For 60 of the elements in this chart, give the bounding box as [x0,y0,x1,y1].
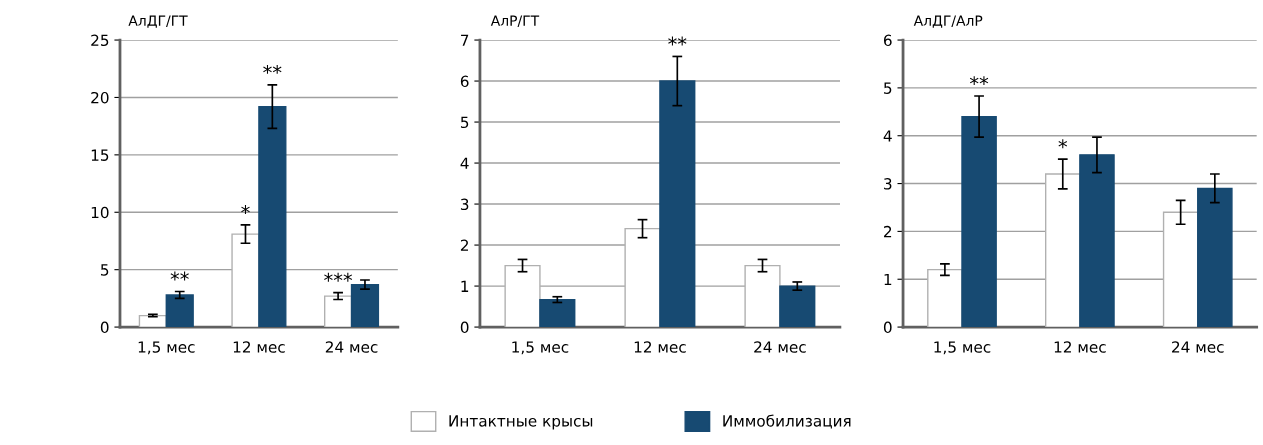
y-tick-label: 20 [91,91,109,104]
bar [1079,154,1115,328]
annotation: ** [668,36,687,46]
x-tick-label: 24 мес [1172,341,1224,353]
x-tick-label: 12 мес [233,341,285,353]
bar [961,115,997,328]
bar [1197,187,1233,328]
y-tick-label: 2 [460,239,468,251]
y-tick-label: 7 [461,34,469,46]
annotation: ** [170,271,189,281]
bar [1162,211,1199,328]
bar [624,227,661,328]
y-tick-label: 5 [884,82,892,94]
annotation: ** [263,64,282,74]
y-tick-label: 1 [884,273,892,286]
y-tick-label: 10 [91,206,109,219]
x-tick-label: 1,5 мес [934,341,991,355]
y-tick-label: 3 [884,178,892,190]
bar [258,105,287,328]
bar [350,283,380,328]
legend-label: Интактные крысы [449,415,593,430]
x-tick-label: 24 мес [325,341,378,353]
y-tick-label: 2 [884,225,892,238]
y-tick-label: 1 [461,280,469,292]
bar [1044,173,1081,328]
bar [927,268,963,328]
y-axis-title: АлДГ/АлР [913,15,983,28]
bar [165,294,194,328]
bar [231,233,260,328]
x-tick-label: 1,5 мес [512,341,569,355]
x-tick-label: 12 мес [634,341,686,353]
annotation: * [1058,139,1068,149]
x-tick-label: 12 мес [1054,341,1106,353]
y-tick-label: 6 [460,75,469,88]
bar [779,285,816,328]
y-axis-title: АлДГ/ГТ [128,15,188,28]
bar [138,314,167,328]
legend-label: Иммобилизация [723,414,851,429]
bar [539,298,576,328]
y-tick-label: 0 [460,321,469,334]
bar [744,264,781,328]
annotation: *** [324,272,353,282]
annotation: ** [969,76,989,86]
y-axis-title: АлР/ГТ [490,15,540,27]
x-tick-label: 1,5 мес [138,341,195,355]
y-tick-label: 5 [460,116,469,129]
bar [504,264,541,328]
y-tick-label: 4 [460,157,469,169]
y-tick-label: 0 [883,321,892,334]
y-tick-label: 5 [101,264,109,276]
x-tick-label: 24 мес [754,341,806,353]
bar [659,80,696,328]
y-tick-label: 25 [91,34,109,47]
y-tick-label: 15 [91,149,109,161]
y-tick-label: 0 [100,321,109,334]
y-tick-label: 3 [460,198,469,211]
y-tick-label: 6 [883,34,892,47]
annotation: * [241,205,250,214]
bar [323,295,353,328]
y-tick-label: 4 [883,130,892,142]
